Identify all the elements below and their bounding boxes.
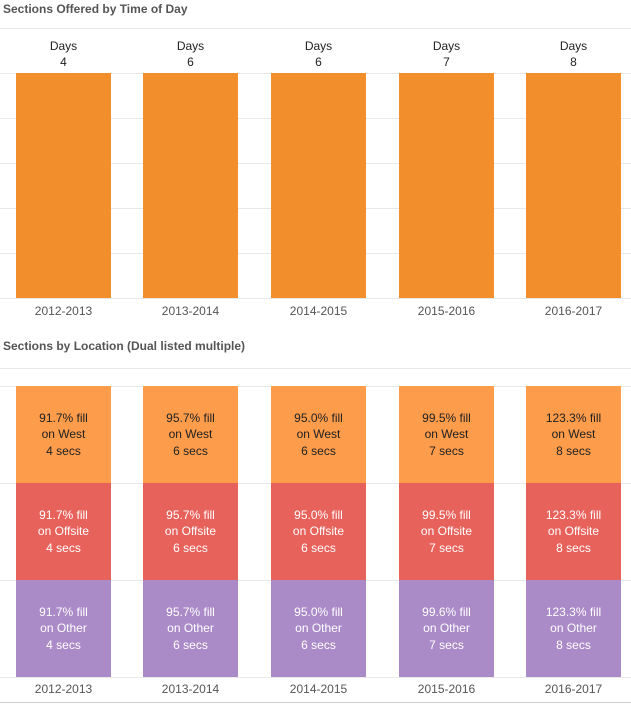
- stack-segment-west[interactable]: 123.3% fill on West 8 secs: [526, 386, 621, 483]
- stack-segment-offsite[interactable]: 123.3% fill on Offsite 8 secs: [526, 483, 621, 580]
- segment-label-line: 8 secs: [556, 637, 591, 652]
- bar-top-label: Days 8: [526, 38, 621, 70]
- bar-label-prefix: Days: [49, 39, 78, 53]
- bar-top-label: Days 6: [143, 38, 238, 70]
- x-tick-label: 2014-2015: [289, 304, 348, 318]
- stack-segment-west[interactable]: 91.7% fill on West 4 secs: [16, 386, 111, 483]
- segment-label-line: 123.3% fill: [545, 410, 602, 425]
- segment-label-line: on Offsite: [547, 524, 600, 539]
- gridline: [0, 28, 631, 29]
- segment-label-line: 6 secs: [173, 637, 208, 652]
- x-tick-label: 2012-2013: [34, 304, 93, 318]
- time-of-day-chart: Days 4 2012-2013 Days 6 2013-2014 Days 6 2014-20…: [0, 28, 631, 328]
- segment-label-line: 123.3% fill: [545, 604, 602, 619]
- segment-label-line: 4 secs: [46, 637, 81, 652]
- x-tick-label: 2012-2013: [34, 682, 93, 696]
- segment-label-line: 99.6% fill: [422, 604, 471, 619]
- stack-segment-other[interactable]: 99.6% fill on Other 7 secs: [399, 580, 494, 677]
- bottom-axis-line: [0, 702, 631, 703]
- segment-label-line: on Other: [167, 621, 214, 636]
- segment-label-line: on West: [551, 427, 596, 442]
- bar-label-prefix: Days: [176, 39, 205, 53]
- stack-segment-offsite[interactable]: 91.7% fill on Offsite 4 secs: [16, 483, 111, 580]
- location-chart: 91.7% fill on West 4 secs 91.7% fill on Offs…: [0, 368, 631, 703]
- stack-segment-other[interactable]: 95.0% fill on Other 6 secs: [271, 580, 366, 677]
- segment-label-line: 91.7% fill: [39, 410, 88, 425]
- stack-segment-west[interactable]: 95.0% fill on West 6 secs: [271, 386, 366, 483]
- bar-label-prefix: Days: [304, 39, 333, 53]
- bar-top-label: Days 6: [271, 38, 366, 70]
- x-tick-label: 2013-2014: [161, 304, 220, 318]
- stack-segment-other[interactable]: 95.7% fill on Other 6 secs: [143, 580, 238, 677]
- segment-label-line: on Offsite: [292, 524, 345, 539]
- gridline: [0, 677, 631, 678]
- segment-label-line: 95.7% fill: [166, 604, 215, 619]
- stack-segment-west[interactable]: 95.7% fill on West 6 secs: [143, 386, 238, 483]
- x-tick-label: 2016-2017: [544, 682, 603, 696]
- chart1-title: Sections Offered by Time of Day: [3, 2, 188, 16]
- segment-label-line: 91.7% fill: [39, 604, 88, 619]
- segment-label-line: 7 secs: [429, 637, 464, 652]
- bar[interactable]: [143, 73, 238, 298]
- segment-label-line: on West: [168, 427, 213, 442]
- bar-value-label: 8: [570, 55, 577, 69]
- x-tick-label: 2014-2015: [289, 682, 348, 696]
- segment-label-line: 95.7% fill: [166, 507, 215, 522]
- segment-label-line: 8 secs: [556, 443, 591, 458]
- segment-label-line: on Other: [550, 621, 597, 636]
- stack-segment-other[interactable]: 91.7% fill on Other 4 secs: [16, 580, 111, 677]
- bar-value-label: 6: [187, 55, 194, 69]
- segment-label-line: 7 secs: [429, 540, 464, 555]
- x-tick-label: 2013-2014: [161, 682, 220, 696]
- segment-label-line: 99.5% fill: [422, 507, 471, 522]
- stack-segment-offsite[interactable]: 95.7% fill on Offsite 6 secs: [143, 483, 238, 580]
- segment-label-line: 95.7% fill: [166, 410, 215, 425]
- segment-label-line: on West: [296, 427, 341, 442]
- segment-label-line: 6 secs: [301, 637, 336, 652]
- stack-segment-west[interactable]: 99.5% fill on West 7 secs: [399, 386, 494, 483]
- segment-label-line: on Offsite: [37, 524, 90, 539]
- segment-label-line: 6 secs: [173, 540, 208, 555]
- segment-label-line: 99.5% fill: [422, 410, 471, 425]
- segment-label-line: 6 secs: [301, 443, 336, 458]
- segment-label-line: on Other: [295, 621, 342, 636]
- segment-label-line: 6 secs: [173, 443, 208, 458]
- chart2-title: Sections by Location (Dual listed multip…: [3, 339, 246, 353]
- gridline: [0, 368, 631, 369]
- segment-label-line: on West: [424, 427, 469, 442]
- bar[interactable]: [16, 73, 111, 298]
- bar-value-label: 4: [60, 55, 67, 69]
- bar-label-prefix: Days: [432, 39, 461, 53]
- segment-label-line: 95.0% fill: [294, 410, 343, 425]
- bar[interactable]: [271, 73, 366, 298]
- segment-label-line: 4 secs: [46, 443, 81, 458]
- segment-label-line: 95.0% fill: [294, 507, 343, 522]
- bar-top-label: Days 4: [16, 38, 111, 70]
- bar-top-label: Days 7: [399, 38, 494, 70]
- segment-label-line: 8 secs: [556, 540, 591, 555]
- bar[interactable]: [526, 73, 621, 298]
- gridline: [0, 298, 631, 299]
- bar-value-label: 7: [443, 55, 450, 69]
- segment-label-line: 91.7% fill: [39, 507, 88, 522]
- segment-label-line: 4 secs: [46, 540, 81, 555]
- x-tick-label: 2015-2016: [417, 682, 476, 696]
- segment-label-line: 7 secs: [429, 443, 464, 458]
- bar[interactable]: [399, 73, 494, 298]
- segment-label-line: on Other: [423, 621, 470, 636]
- stack-segment-offsite[interactable]: 95.0% fill on Offsite 6 secs: [271, 483, 366, 580]
- bar-value-label: 6: [315, 55, 322, 69]
- stack-segment-other[interactable]: 123.3% fill on Other 8 secs: [526, 580, 621, 677]
- segment-label-line: 123.3% fill: [545, 507, 602, 522]
- stack-segment-offsite[interactable]: 99.5% fill on Offsite 7 secs: [399, 483, 494, 580]
- bar-label-prefix: Days: [559, 39, 588, 53]
- segment-label-line: on West: [41, 427, 86, 442]
- x-tick-label: 2016-2017: [544, 304, 603, 318]
- segment-label-line: on Other: [40, 621, 87, 636]
- segment-label-line: 95.0% fill: [294, 604, 343, 619]
- segment-label-line: on Offsite: [164, 524, 217, 539]
- x-tick-label: 2015-2016: [417, 304, 476, 318]
- segment-label-line: on Offsite: [420, 524, 473, 539]
- segment-label-line: 6 secs: [301, 540, 336, 555]
